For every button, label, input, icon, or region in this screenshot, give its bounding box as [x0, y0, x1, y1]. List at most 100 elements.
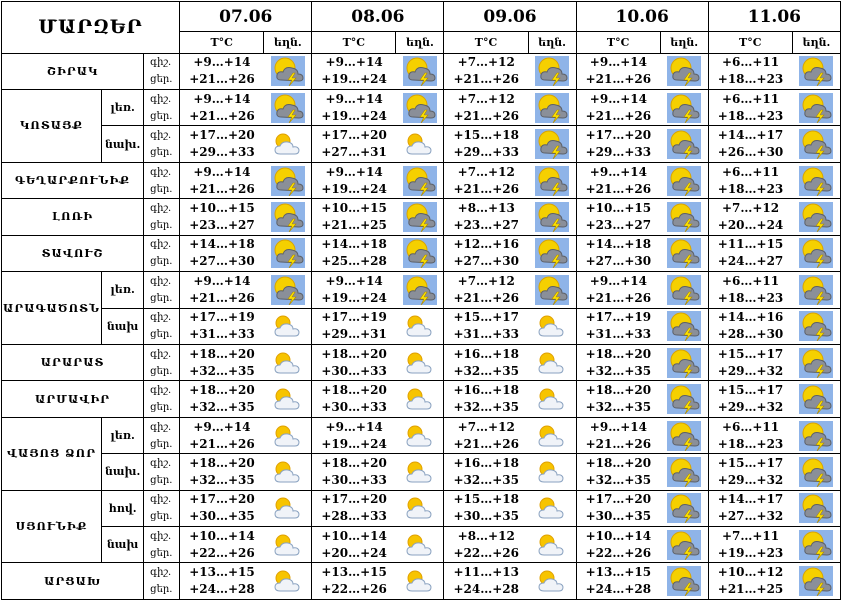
region-name: ՇԻՐԱԿ	[0, 52, 145, 91]
storm-icon	[534, 238, 569, 269]
temperature: +6…+11 +18…+23	[707, 416, 793, 455]
weather	[263, 198, 313, 236]
cloud-sun-icon	[406, 388, 432, 410]
day-temp: +32…+35	[585, 363, 652, 378]
temperature: +9…+14 +21…+26	[575, 88, 661, 127]
night-temp: +14…+17	[717, 128, 784, 143]
cloud-sun-icon	[274, 497, 300, 519]
night-temp: +9…+14	[325, 91, 383, 106]
storm-icon	[799, 384, 834, 415]
day-label: ցեր.	[150, 110, 173, 122]
day-temp: +20…+24	[321, 545, 387, 560]
weather	[528, 562, 577, 600]
cloud-sun-icon	[538, 461, 564, 483]
temperature: +17…+19 +29…+31	[311, 307, 396, 345]
zone: նախ.	[101, 125, 145, 163]
weather	[792, 562, 842, 600]
date: 08.06	[311, 0, 445, 33]
subheader-row: T°C եղն. T°C եղն. T°C եղն. T°C եղն. T°C եղն.	[2, 31, 842, 54]
day-label: ցեր.	[150, 402, 173, 414]
header-row: ՄԱՐԶԵՐ 07.06 08.06 09.06 10.06 11.06	[0, 0, 842, 54]
weather	[395, 416, 445, 455]
temperature: +7…+12 +21…+26	[443, 161, 529, 200]
cloud-sun-icon	[274, 461, 300, 483]
weather-header: եղն.	[791, 31, 842, 54]
region-name: ԿՈՏԱՅՔ	[0, 89, 103, 163]
temp-header: T°C	[443, 31, 529, 54]
storm-icon	[799, 420, 834, 451]
weather	[263, 307, 313, 345]
day-temp: +21…+26	[189, 436, 255, 451]
night-temp: +7…+12	[457, 419, 515, 434]
temperature: +10…+15 +21…+25	[311, 198, 396, 236]
cloud-sun-icon	[406, 315, 432, 337]
storm-icon	[534, 165, 569, 196]
day-label: ցեր.	[150, 292, 173, 304]
night-temp: +18…+20	[189, 455, 255, 470]
storm-icon	[799, 92, 834, 123]
temperature: +18…+20 +32…+35	[575, 453, 661, 491]
region-row: ԱՐԱԳԱԾՈՏՆ լեռ. գիշ. ցեր. +9…+14 +21…+26 +9…+14…	[0, 271, 842, 345]
night-label: գիշ.	[150, 202, 172, 214]
weather	[660, 489, 709, 528]
temperature: +14…+17 +27…+32	[707, 489, 793, 528]
weather-header: եղն.	[659, 31, 709, 54]
temperature: +11…+13 +24…+28	[443, 562, 529, 600]
time-labels: գիշ. ցեր.	[143, 380, 181, 418]
weather	[395, 343, 445, 382]
storm-icon	[799, 238, 834, 269]
day-temp: +27…+31	[321, 145, 387, 160]
day-temp: +29…+33	[585, 145, 652, 160]
night-temp: +6…+11	[721, 273, 780, 288]
storm-icon	[666, 493, 701, 524]
temperature: +15…+18 +30…+35	[443, 489, 529, 528]
temperature: +7…+12 +21…+26	[443, 271, 529, 309]
night-temp: +14…+18	[321, 237, 387, 252]
cloud-sun-icon	[406, 497, 432, 519]
night-label: գիշ.	[150, 530, 172, 542]
temperature: +6…+11 +18…+23	[707, 88, 793, 127]
night-temp: +18…+20	[321, 346, 387, 361]
weather	[395, 88, 445, 127]
temperature: +18…+20 +32…+35	[179, 453, 264, 491]
weather	[528, 52, 577, 91]
storm-icon	[799, 311, 834, 342]
storm-icon	[666, 456, 701, 487]
zone: լեռ.	[101, 416, 145, 455]
region-name: ԱՐՑԱԽ	[0, 562, 145, 600]
night-temp: +9…+14	[193, 419, 251, 434]
cloud-sun-icon	[406, 352, 432, 374]
weather	[792, 52, 842, 91]
temperature: +18…+20 +30…+33	[311, 453, 396, 491]
temperature: +18…+20 +30…+33	[311, 380, 396, 418]
day-temp: +19…+23	[717, 545, 784, 560]
weather	[395, 526, 445, 564]
weather	[792, 343, 842, 382]
temperature: +15…+18 +29…+33	[443, 125, 529, 163]
region-name: ԳԵՂԱՐՔՈՒՆԻՔ	[0, 161, 145, 200]
day-temp: +31…+33	[585, 327, 652, 342]
temperature: +14…+18 +27…+30	[575, 234, 661, 273]
temperature: +9…+14 +19…+24	[311, 88, 396, 127]
night-label: գիշ.	[150, 130, 172, 142]
storm-icon	[799, 56, 834, 87]
weather	[263, 161, 313, 200]
temperature: +12…+16 +27…+30	[443, 234, 529, 273]
cloud-sun-icon	[538, 570, 564, 592]
night-temp: +17…+20	[585, 492, 652, 507]
weather	[263, 562, 313, 600]
time-labels: գիշ. ցեր.	[143, 271, 181, 309]
storm-icon	[666, 201, 701, 232]
zone: նախ	[101, 307, 145, 345]
cloud-sun-icon	[538, 534, 564, 556]
weather	[528, 453, 577, 491]
night-label: գիշ.	[150, 239, 172, 251]
night-label: գիշ.	[150, 166, 172, 178]
day-label: ցեր.	[150, 547, 173, 559]
region-row: նախ գիշ. ցեր. +17…+19 +31…+33 +17…+19 +29…+31 +…	[2, 307, 842, 345]
temp-header: T°C	[575, 31, 661, 54]
temperature: +18…+20 +32…+35	[179, 343, 264, 382]
region-name: ՏԱՎՈՒՇ	[0, 234, 145, 273]
night-temp: +10…+15	[321, 200, 387, 215]
